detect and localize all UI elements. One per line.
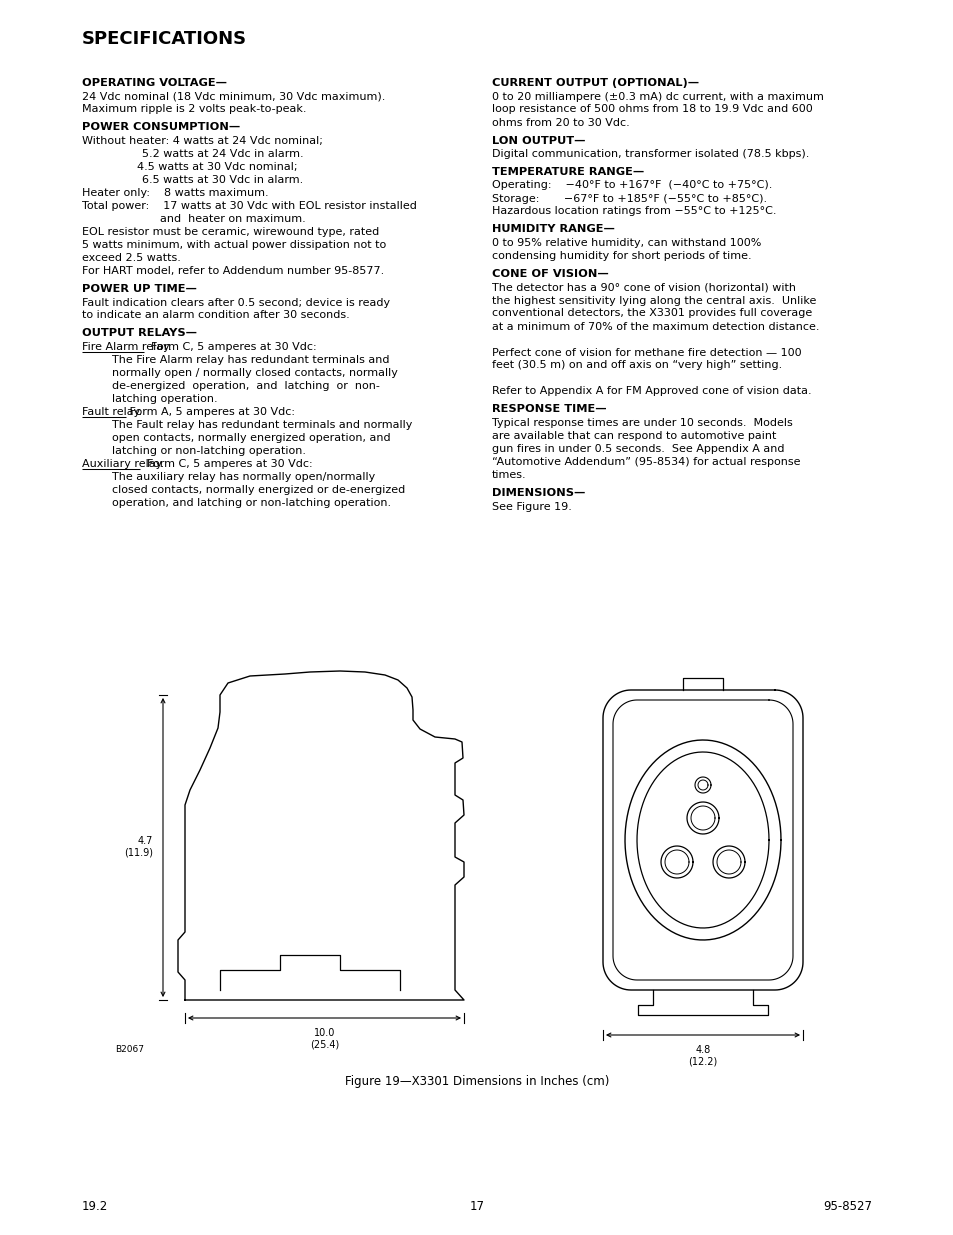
Text: ohms from 20 to 30 Vdc.: ohms from 20 to 30 Vdc. [492,117,629,127]
Text: condensing humidity for short periods of time.: condensing humidity for short periods of… [492,251,751,261]
Text: loop resistance of 500 ohms from 18 to 19.9 Vdc and 600: loop resistance of 500 ohms from 18 to 1… [492,105,812,115]
Text: SPECIFICATIONS: SPECIFICATIONS [82,30,247,48]
Text: 19.2: 19.2 [82,1200,108,1213]
Text: 4.7
(11.9): 4.7 (11.9) [124,836,152,858]
Text: Without heater: 4 watts at 24 Vdc nominal;: Without heater: 4 watts at 24 Vdc nomina… [82,136,322,146]
Text: “Automotive Addendum” (95-8534) for actual response: “Automotive Addendum” (95-8534) for actu… [492,457,800,467]
Text: Fault relay.: Fault relay. [82,408,142,417]
Text: de-energized  operation,  and  latching  or  non-: de-energized operation, and latching or … [112,382,379,391]
Text: Maximum ripple is 2 volts peak-to-peak.: Maximum ripple is 2 volts peak-to-peak. [82,105,306,115]
Text: latching or non-latching operation.: latching or non-latching operation. [112,446,306,456]
Text: B2067: B2067 [115,1045,144,1053]
Text: Heater only:    8 watts maximum.: Heater only: 8 watts maximum. [82,188,269,198]
Text: 5 watts minimum, with actual power dissipation not to: 5 watts minimum, with actual power dissi… [82,240,386,249]
Text: 10.0
(25.4): 10.0 (25.4) [310,1028,338,1050]
Text: Auxiliary relay.: Auxiliary relay. [82,459,164,469]
Text: POWER CONSUMPTION—: POWER CONSUMPTION— [82,122,240,132]
Text: RESPONSE TIME—: RESPONSE TIME— [492,405,606,415]
Text: Form C, 5 amperes at 30 Vdc:: Form C, 5 amperes at 30 Vdc: [140,459,313,469]
Text: 95-8527: 95-8527 [822,1200,871,1213]
Text: The Fire Alarm relay has redundant terminals and: The Fire Alarm relay has redundant termi… [112,354,389,366]
Text: EOL resistor must be ceramic, wirewound type, rated: EOL resistor must be ceramic, wirewound … [82,227,379,237]
Text: Digital communication, transformer isolated (78.5 kbps).: Digital communication, transformer isola… [492,149,808,159]
Text: to indicate an alarm condition after 30 seconds.: to indicate an alarm condition after 30 … [82,310,350,321]
Text: The auxiliary relay has normally open/normally: The auxiliary relay has normally open/no… [112,472,375,482]
Text: The detector has a 90° cone of vision (horizontal) with: The detector has a 90° cone of vision (h… [492,283,795,293]
Text: OPERATING VOLTAGE—: OPERATING VOLTAGE— [82,78,227,88]
Text: exceed 2.5 watts.: exceed 2.5 watts. [82,253,181,263]
Text: conventional detectors, the X3301 provides full coverage: conventional detectors, the X3301 provid… [492,309,811,319]
Text: CURRENT OUTPUT (OPTIONAL)—: CURRENT OUTPUT (OPTIONAL)— [492,78,699,88]
Text: normally open / normally closed contacts, normally: normally open / normally closed contacts… [112,368,397,378]
Text: Typical response times are under 10 seconds.  Models: Typical response times are under 10 seco… [492,417,792,429]
Text: POWER UP TIME—: POWER UP TIME— [82,284,196,294]
Text: For HART model, refer to Addendum number 95-8577.: For HART model, refer to Addendum number… [82,266,384,275]
Text: CONE OF VISION—: CONE OF VISION— [492,269,608,279]
Text: Figure 19—X3301 Dimensions in Inches (cm): Figure 19—X3301 Dimensions in Inches (cm… [344,1074,609,1088]
Text: 4.8
(12.2): 4.8 (12.2) [688,1045,717,1067]
Text: Refer to Appendix A for FM Approved cone of vision data.: Refer to Appendix A for FM Approved cone… [492,387,811,396]
Text: and  heater on maximum.: and heater on maximum. [160,214,305,224]
Text: Form C, 5 amperes at 30 Vdc:: Form C, 5 amperes at 30 Vdc: [144,342,316,352]
Text: closed contacts, normally energized or de-energized: closed contacts, normally energized or d… [112,485,405,495]
Text: 4.5 watts at 30 Vdc nominal;: 4.5 watts at 30 Vdc nominal; [137,162,297,172]
Text: latching operation.: latching operation. [112,394,217,404]
Text: TEMPERATURE RANGE—: TEMPERATURE RANGE— [492,167,643,177]
Text: Total power:    17 watts at 30 Vdc with EOL resistor installed: Total power: 17 watts at 30 Vdc with EOL… [82,201,416,211]
Text: The Fault relay has redundant terminals and normally: The Fault relay has redundant terminals … [112,420,412,430]
Text: Perfect cone of vision for methane fire detection — 100: Perfect cone of vision for methane fire … [492,347,801,357]
Text: the highest sensitivity lying along the central axis.  Unlike: the highest sensitivity lying along the … [492,295,816,305]
Text: Operating:    −40°F to +167°F  (−40°C to +75°C).: Operating: −40°F to +167°F (−40°C to +75… [492,180,772,190]
Text: are available that can respond to automotive paint: are available that can respond to automo… [492,431,776,441]
Text: HUMIDITY RANGE—: HUMIDITY RANGE— [492,225,615,235]
Text: Fire Alarm relay.: Fire Alarm relay. [82,342,172,352]
Text: See Figure 19.: See Figure 19. [492,501,571,511]
Text: feet (30.5 m) on and off axis on “very high” setting.: feet (30.5 m) on and off axis on “very h… [492,361,781,370]
Text: Hazardous location ratings from −55°C to +125°C.: Hazardous location ratings from −55°C to… [492,206,776,216]
Text: LON OUTPUT—: LON OUTPUT— [492,136,585,146]
Text: 0 to 95% relative humidity, can withstand 100%: 0 to 95% relative humidity, can withstan… [492,238,760,248]
Text: DIMENSIONS—: DIMENSIONS— [492,488,585,498]
Text: times.: times. [492,471,526,480]
Text: 5.2 watts at 24 Vdc in alarm.: 5.2 watts at 24 Vdc in alarm. [142,149,303,159]
Text: 0 to 20 milliampere (±0.3 mA) dc current, with a maximum: 0 to 20 milliampere (±0.3 mA) dc current… [492,91,823,101]
Text: open contacts, normally energized operation, and: open contacts, normally energized operat… [112,433,390,443]
Text: gun fires in under 0.5 seconds.  See Appendix A and: gun fires in under 0.5 seconds. See Appe… [492,445,783,454]
Text: Storage:       −67°F to +185°F (−55°C to +85°C).: Storage: −67°F to +185°F (−55°C to +85°C… [492,194,766,204]
Text: 17: 17 [469,1200,484,1213]
Text: 6.5 watts at 30 Vdc in alarm.: 6.5 watts at 30 Vdc in alarm. [142,175,303,185]
Text: at a minimum of 70% of the maximum detection distance.: at a minimum of 70% of the maximum detec… [492,321,819,331]
Text: Form A, 5 amperes at 30 Vdc:: Form A, 5 amperes at 30 Vdc: [126,408,294,417]
Text: 24 Vdc nominal (18 Vdc minimum, 30 Vdc maximum).: 24 Vdc nominal (18 Vdc minimum, 30 Vdc m… [82,91,385,101]
Text: operation, and latching or non-latching operation.: operation, and latching or non-latching … [112,498,391,508]
Text: Fault indication clears after 0.5 second; device is ready: Fault indication clears after 0.5 second… [82,298,390,308]
Text: OUTPUT RELAYS—: OUTPUT RELAYS— [82,329,196,338]
